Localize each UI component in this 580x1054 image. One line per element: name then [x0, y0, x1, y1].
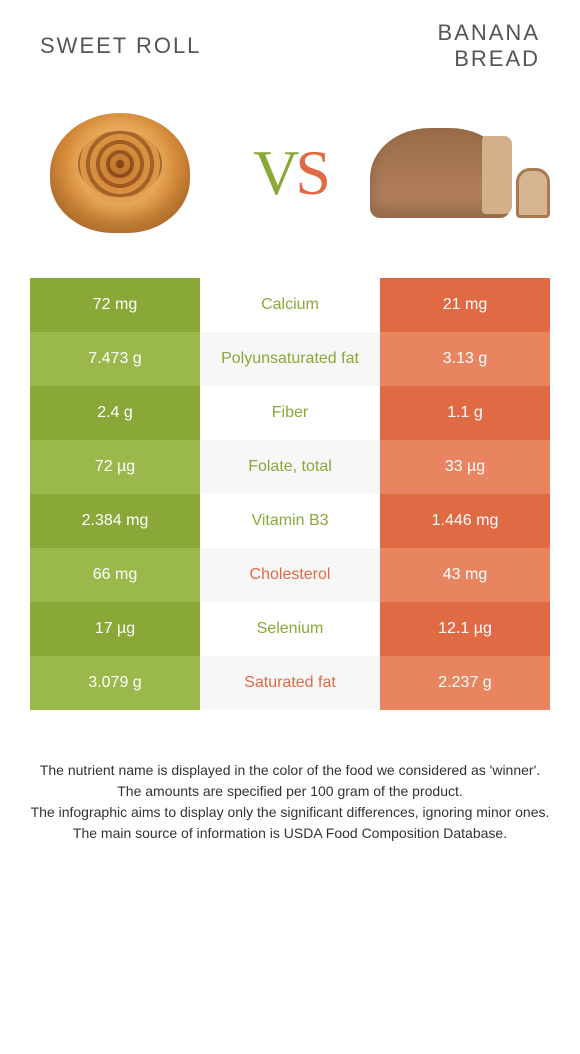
images-row: VS [0, 83, 580, 278]
right-value: 1.446 mg [380, 494, 550, 548]
left-value: 3.079 g [30, 656, 200, 710]
table-row: 72 mgCalcium21 mg [30, 278, 550, 332]
vs-label: VS [253, 136, 327, 210]
table-row: 2.4 gFiber1.1 g [30, 386, 550, 440]
table-row: 17 µgSelenium12.1 µg [30, 602, 550, 656]
footer-line-4: The main source of information is USDA F… [30, 823, 550, 844]
table-row: 7.473 gPolyunsaturated fat3.13 g [30, 332, 550, 386]
footer-line-3: The infographic aims to display only the… [30, 802, 550, 823]
right-title-line1: Banana [438, 20, 540, 45]
right-value: 43 mg [380, 548, 550, 602]
table-row: 72 µgFolate, total33 µg [30, 440, 550, 494]
header: Sweet roll Banana bread [0, 0, 580, 83]
left-food-title: Sweet roll [30, 33, 290, 59]
left-value: 66 mg [30, 548, 200, 602]
left-value: 2.384 mg [30, 494, 200, 548]
vs-s: S [295, 137, 327, 208]
right-value: 33 µg [380, 440, 550, 494]
table-row: 66 mgCholesterol43 mg [30, 548, 550, 602]
nutrient-name: Fiber [200, 386, 380, 440]
left-value: 2.4 g [30, 386, 200, 440]
left-value: 72 mg [30, 278, 200, 332]
table-row: 2.384 mgVitamin B31.446 mg [30, 494, 550, 548]
roll-icon [50, 113, 190, 233]
nutrient-table: 72 mgCalcium21 mg7.473 gPolyunsaturated … [30, 278, 550, 710]
nutrient-name: Calcium [200, 278, 380, 332]
right-value: 1.1 g [380, 386, 550, 440]
left-value: 72 µg [30, 440, 200, 494]
nutrient-name: Cholesterol [200, 548, 380, 602]
right-title-line2: bread [454, 46, 540, 71]
vs-v: V [253, 137, 295, 208]
banana-bread-image [370, 93, 550, 253]
nutrient-name: Saturated fat [200, 656, 380, 710]
footer-line-1: The nutrient name is displayed in the co… [30, 760, 550, 781]
footer-line-2: The amounts are specified per 100 gram o… [30, 781, 550, 802]
nutrient-name: Vitamin B3 [200, 494, 380, 548]
right-value: 2.237 g [380, 656, 550, 710]
right-value: 12.1 µg [380, 602, 550, 656]
nutrient-name: Polyunsaturated fat [200, 332, 380, 386]
nutrient-name: Selenium [200, 602, 380, 656]
bread-icon [370, 128, 550, 218]
nutrient-name: Folate, total [200, 440, 380, 494]
table-row: 3.079 gSaturated fat2.237 g [30, 656, 550, 710]
left-value: 17 µg [30, 602, 200, 656]
left-value: 7.473 g [30, 332, 200, 386]
sweet-roll-image [30, 93, 210, 253]
right-value: 3.13 g [380, 332, 550, 386]
footer-notes: The nutrient name is displayed in the co… [30, 760, 550, 844]
right-value: 21 mg [380, 278, 550, 332]
right-food-title: Banana bread [290, 20, 550, 73]
